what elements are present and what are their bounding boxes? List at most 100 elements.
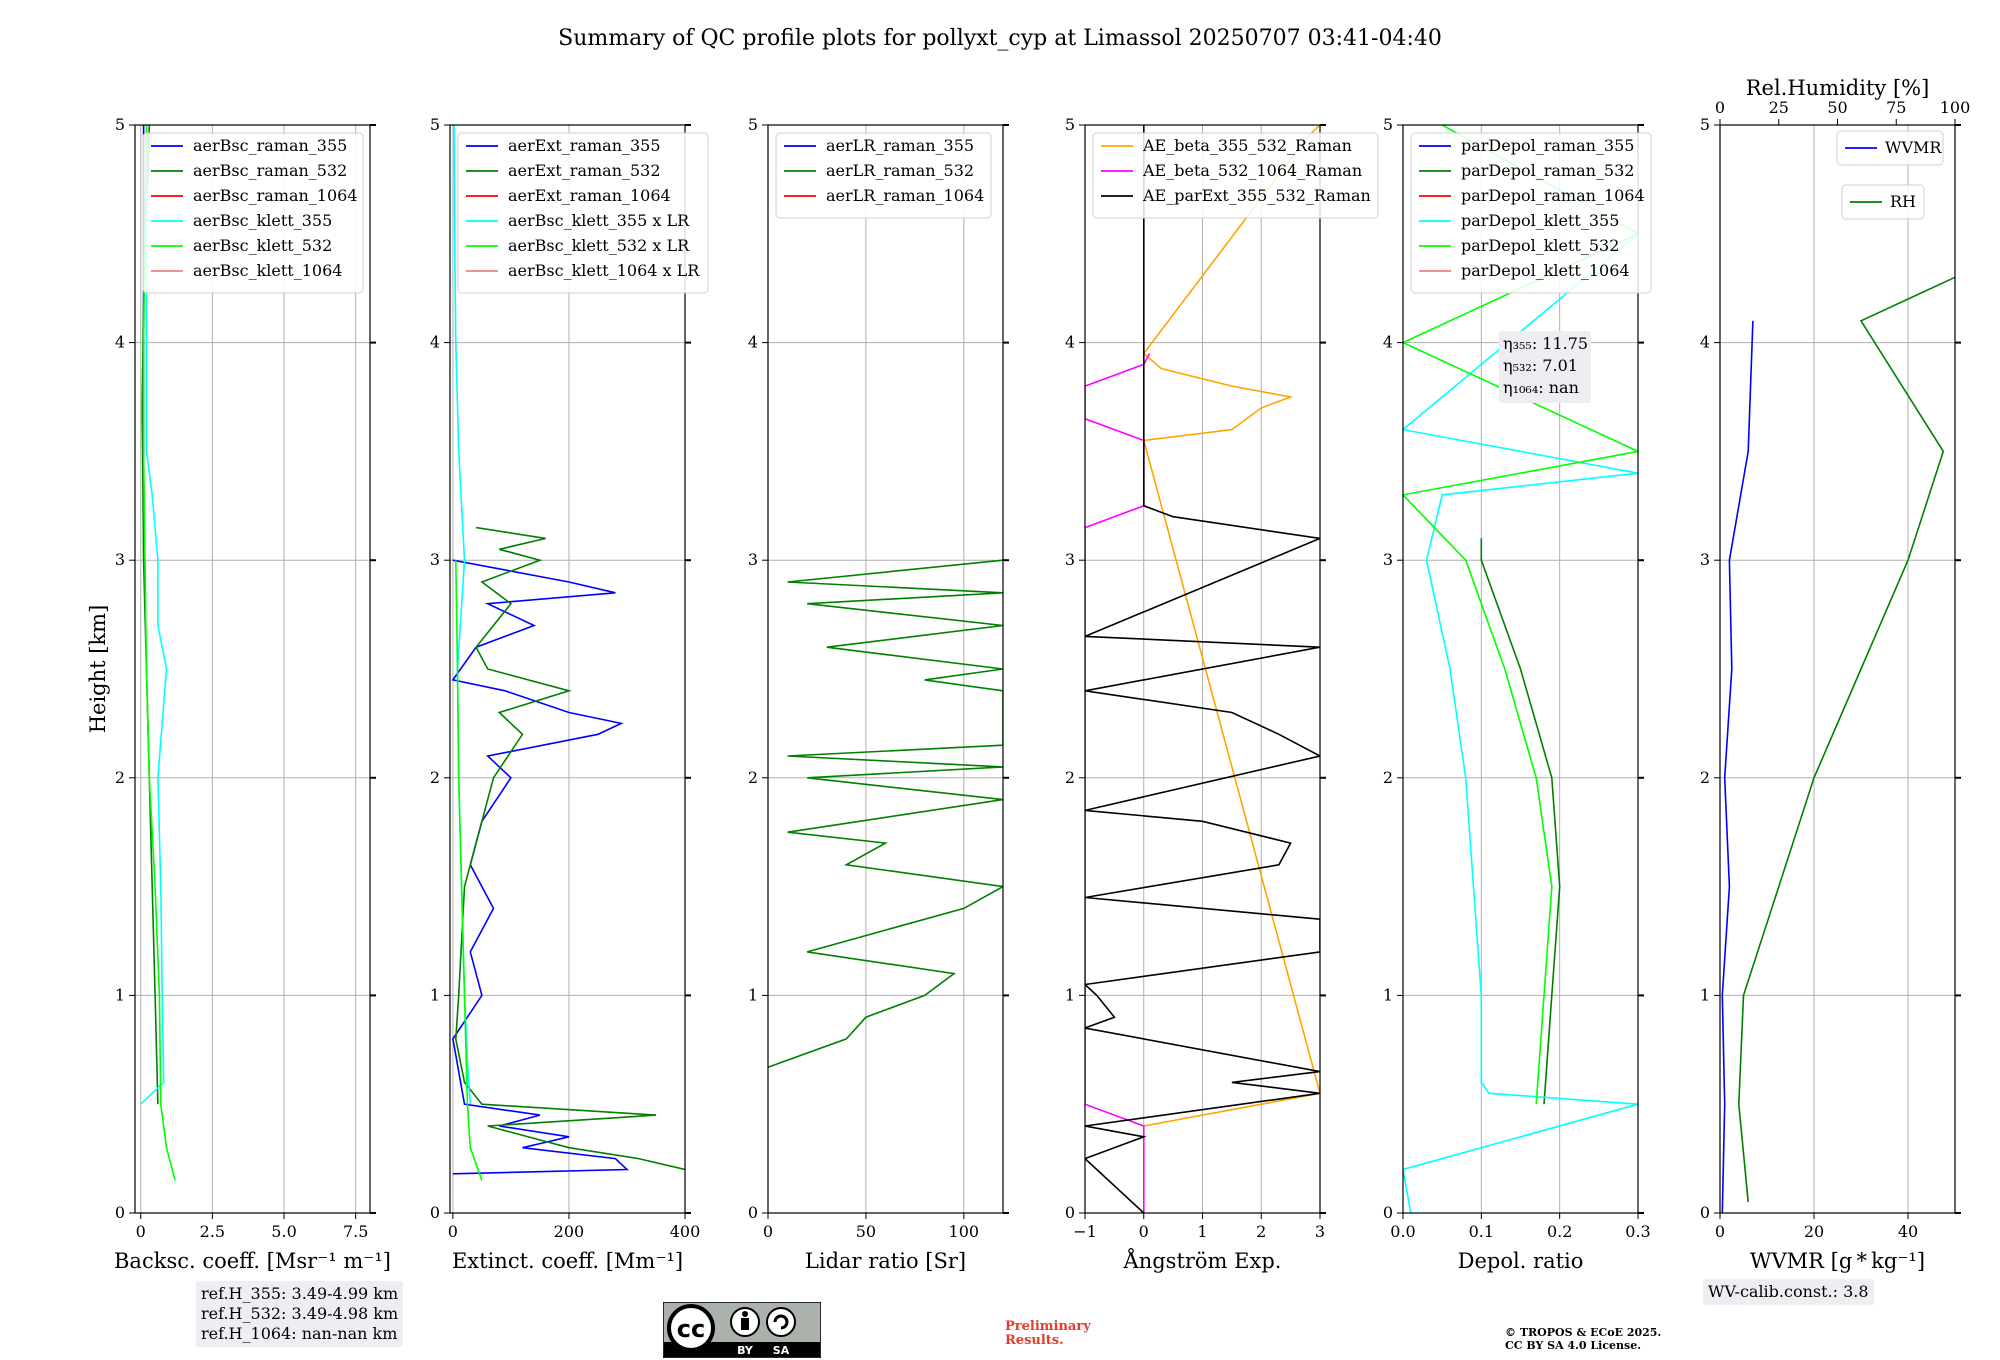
x-tick-label: 7.5 [343,1222,368,1241]
series-line-aerlr-raman-532 [768,559,1003,1068]
x-tick-label: 2.5 [200,1222,225,1241]
x-tick-label: 3 [1315,1222,1325,1241]
x-tick-label: 0.0 [1390,1222,1415,1241]
y-tick-label: 4 [748,333,758,352]
x-tick-label: 100 [949,1222,980,1241]
x-tick-label: 0 [763,1222,773,1241]
legend-label: aerBsc_klett_355 [193,211,332,230]
y-tick-label: 4 [115,333,125,352]
panel-1: 0 1 2 3 4 5 0 2.5 5.0 7.5 Backsc. coeff. [Msr⁻¹ m⁻… [86,115,391,1273]
series-line-aerext-raman-532 [454,526,685,1171]
cc-sa-label: SA [773,1344,790,1357]
legend-label: parDepol_raman_1064 [1461,186,1645,205]
legend-label: aerBsc_raman_1064 [193,186,358,205]
y-tick-label: 5 [748,115,758,134]
series-line-aerbsc-klett-532-x-lr [455,560,483,1181]
preliminary-line-2: Results. [1005,1333,1064,1348]
panel-2: 0 1 2 3 4 5 0 200 400 Extinct. coeff. [Mm⁻¹] aerEx… [430,115,709,1273]
series-line-aerbsc-klett-532 [142,125,176,1181]
legend-label: WVMR [1885,138,1942,157]
series-line-ae-parext-355-532-raman [1085,125,1320,1213]
ref-height-532: ref.H_532: 3.49-4.98 km [201,1304,399,1323]
preliminary-line-1: Preliminary [1005,1319,1091,1334]
series-line-pardepol-klett-532 [1403,125,1638,1105]
series-line-aerbsc-klett-355 [140,125,168,1105]
series-group [1721,276,1955,1213]
y-tick-label: 5 [1065,115,1075,134]
x-axis-label: Ångström Exp. [1123,1248,1282,1273]
series-group [1403,125,1638,1213]
y-tick-label: 2 [1065,768,1075,787]
x-tick-label: 5.0 [271,1222,296,1241]
x-axis-label: WVMR [g * kg⁻¹] [1750,1249,1925,1273]
ref-height-1064: ref.H_1064: nan-nan km [201,1324,398,1343]
y-tick-label: 0 [1700,1203,1710,1222]
series-group [1085,125,1320,1213]
y-tick-label: 2 [748,768,758,787]
legend-box [1836,130,1944,166]
legend-label: RH [1890,192,1916,211]
y-tick-label: 4 [430,333,440,352]
y-tick-label: 5 [1700,115,1710,134]
y-tick-label: 1 [430,985,440,1004]
copyright-line-1: © TROPOS & ECoE 2025. [1505,1326,1662,1339]
x-tick-label: 1 [1197,1222,1207,1241]
ref-height-355: ref.H_355: 3.49-4.99 km [201,1284,399,1303]
legend-label: aerExt_raman_532 [508,161,661,180]
x-tick-label: 40 [1898,1222,1918,1241]
x-axis-label: Extinct. coeff. [Mm⁻¹] [452,1249,683,1273]
legend-box [457,132,709,294]
y-tick-label: 0 [430,1203,440,1222]
y-tick-label: 4 [1065,333,1075,352]
figure-title: Summary of QC profile plots for pollyxt_… [558,26,1442,51]
series-line-ae-beta-532-1064-raman [1085,353,1151,1213]
series-line-wvmr [1721,320,1754,1213]
y-tick-label: 1 [1065,985,1075,1004]
svg-text:cc: cc [677,1315,705,1343]
copyright-note: © TROPOS & ECoE 2025. CC BY SA 4.0 Licen… [1505,1326,1661,1352]
legend-label: parDepol_raman_532 [1461,161,1634,180]
panel-5: 0 1 2 3 4 5 0.0 0.1 0.2 0.3 Depol. ratio parDepol_r… [1383,115,1652,1273]
legend-label: parDepol_klett_355 [1461,211,1619,230]
legend-label: AE_beta_355_532_Raman [1142,136,1352,155]
x-tick-label: 0 [1139,1222,1149,1241]
x2-tick-label: 0 [1715,98,1725,117]
axes-frame [1719,124,1956,1214]
legend-label: aerLR_raman_532 [826,161,974,180]
legend-label: parDepol_klett_1064 [1461,261,1630,280]
y-tick-label: 0 [1065,1203,1075,1222]
series-line-rh [1737,276,1955,1203]
legend-label: AE_parExt_355_532_Raman [1142,186,1371,205]
cc-by-sa-icon: cc BY SA [663,1302,821,1358]
x2-axis-label: Rel.Humidity [%] [1746,76,1930,100]
eta-box [1499,331,1591,403]
legend-label: aerBsc_klett_532 [193,236,332,255]
y-tick-label: 2 [430,768,440,787]
x-tick-label: 200 [554,1222,585,1241]
y-tick-label: 4 [1383,333,1393,352]
y-tick-label: 3 [1700,550,1710,569]
x-tick-label: 2 [1256,1222,1266,1241]
y-tick-label: 2 [1700,768,1710,787]
y-tick-label: 1 [115,985,125,1004]
x-tick-label: 0.1 [1469,1222,1494,1241]
wv-calibration-box: WV-calib.const.: 3.8 [1703,1279,1874,1305]
preliminary-note: Preliminary Results. [1005,1320,1091,1348]
legend-label: parDepol_klett_532 [1461,236,1619,255]
y-tick-label: 3 [430,550,440,569]
x-tick-label: 0.2 [1547,1222,1572,1241]
eta-label: η₁₀₆₄: nan [1503,378,1579,397]
x-axis-label: Lidar ratio [Sr] [805,1249,966,1273]
y-tick-label: 2 [1383,768,1393,787]
legend-label: aerExt_raman_355 [508,136,661,155]
legend-label: aerLR_raman_1064 [826,186,984,205]
x-tick-label: 0.3 [1625,1222,1650,1241]
series-line-pardepol-klett-355 [1403,233,1638,1213]
wv-calibration-label: WV-calib.const.: 3.8 [1708,1282,1869,1301]
x-tick-label: 0 [1715,1222,1725,1241]
cc-by-label: BY [737,1344,754,1357]
eta-label: η₃₅₅: 11.75 [1503,334,1588,353]
y-tick-label: 0 [1383,1203,1393,1222]
